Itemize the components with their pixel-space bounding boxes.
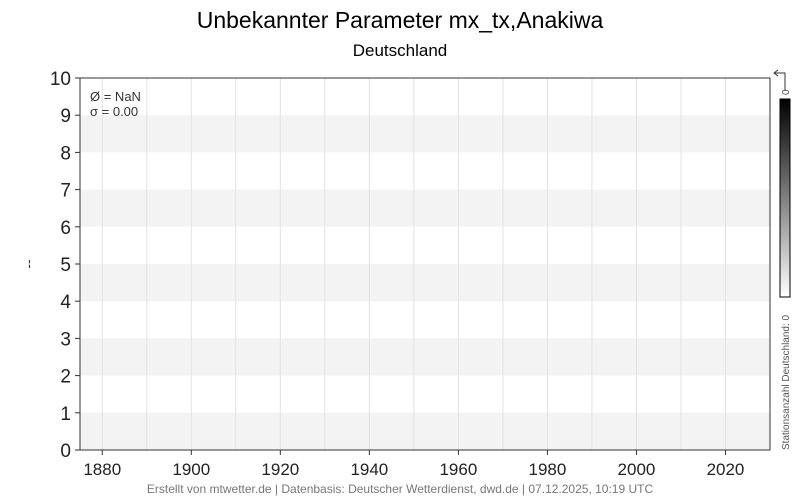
x-tick-label: 2020 <box>707 460 745 479</box>
mean-annotation: Ø = NaN <box>90 89 141 104</box>
sigma-annotation: σ = 0.00 <box>90 104 138 119</box>
y-tick-label: 5 <box>60 255 71 276</box>
y-axis-label: -- <box>20 259 36 269</box>
x-tick-label: 1940 <box>350 460 388 479</box>
grid-band <box>80 412 770 450</box>
y-tick-label: 9 <box>60 106 71 127</box>
y-tick-label: 8 <box>60 143 71 164</box>
colorbar-arrow-icon <box>773 69 786 91</box>
y-tick-label: 7 <box>60 181 71 202</box>
chart-title: Unbekannter Parameter mx_tx,Anakiwa <box>197 7 604 33</box>
x-tick-label: 1980 <box>529 460 567 479</box>
y-tick-label: 4 <box>60 292 71 313</box>
grid-band <box>80 264 770 302</box>
colorbar-label: Stationsanzahl Deutschland: 0 <box>781 314 792 450</box>
x-tick-label: 1900 <box>172 460 210 479</box>
y-tick-label: 0 <box>60 441 71 462</box>
y-tick-label: 1 <box>60 404 71 425</box>
grid-band <box>80 115 770 153</box>
y-tick-label: 6 <box>60 218 71 239</box>
chart-subtitle: Deutschland <box>353 41 448 60</box>
grid-band <box>80 338 770 376</box>
y-tick-label: 2 <box>60 367 71 388</box>
x-tick-label: 1960 <box>439 460 477 479</box>
colorbar-max-label: 0 <box>781 89 792 95</box>
x-tick-label: 2000 <box>618 460 656 479</box>
grid-band <box>80 189 770 227</box>
y-tick-label: 3 <box>60 329 71 350</box>
x-tick-label: 1920 <box>261 460 299 479</box>
y-tick-label: 10 <box>50 69 71 90</box>
footer-credits: Erstellt von mtwetter.de | Datenbasis: D… <box>147 482 654 496</box>
x-tick-label: 1880 <box>83 460 121 479</box>
colorbar <box>779 98 791 298</box>
